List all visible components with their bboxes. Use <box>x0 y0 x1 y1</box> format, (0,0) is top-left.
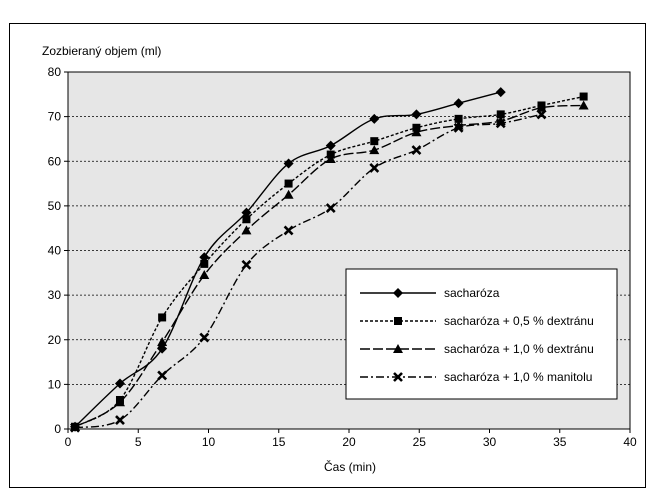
legend-marker <box>393 288 403 298</box>
marker-stroke <box>411 145 422 156</box>
x-tick-label: 30 <box>483 435 497 449</box>
data-point <box>369 163 380 173</box>
x-tick-label: 0 <box>65 435 72 449</box>
data-point <box>114 397 125 407</box>
data-point <box>495 87 506 98</box>
data-point <box>157 336 168 346</box>
x-tick-label: 40 <box>623 435 637 449</box>
legend-marker <box>394 317 402 325</box>
series-line <box>74 113 542 429</box>
data-point <box>199 252 210 263</box>
marker-stroke <box>199 332 210 343</box>
legend-label: sacharóza + 1,0 % manitolu <box>444 370 592 384</box>
data-point <box>283 158 294 169</box>
x-tick-label: 15 <box>272 435 286 449</box>
data-point <box>536 102 547 112</box>
data-point <box>241 225 252 235</box>
marker-stroke <box>325 203 336 214</box>
data-point <box>579 92 588 101</box>
y-tick-label: 0 <box>54 422 61 436</box>
data-point <box>536 109 547 120</box>
data-point <box>453 98 464 109</box>
y-tick-label: 10 <box>48 377 62 391</box>
x-axis-title: Čas (min) <box>324 459 376 474</box>
legend-label: sacharóza <box>444 286 500 300</box>
data-point <box>453 120 464 130</box>
series-line <box>74 91 501 428</box>
marker-stroke <box>369 163 380 173</box>
legend-marker <box>393 344 403 353</box>
y-axis-title: Zozbieraný objem (ml) <box>42 44 161 58</box>
y-tick-label: 30 <box>48 288 62 302</box>
data-point <box>325 203 336 214</box>
data-point <box>370 137 379 146</box>
data-point <box>158 313 167 322</box>
legend: sacharóza sacharóza + 0,5 % dextránu sacha… <box>345 268 618 400</box>
data-point <box>411 127 422 137</box>
data-point <box>114 378 125 389</box>
data-point <box>369 113 380 124</box>
data-point <box>241 207 252 218</box>
marker-stroke <box>495 118 506 129</box>
legend-label: sacharóza + 1,0 % dextránu <box>444 342 594 356</box>
data-point <box>411 145 422 156</box>
data-point <box>157 370 168 381</box>
y-tick-label: 80 <box>48 65 62 79</box>
data-point <box>242 215 251 224</box>
y-tick-label: 70 <box>48 110 62 124</box>
marker-stroke <box>241 259 252 270</box>
legend-box <box>345 268 618 400</box>
legend-marker <box>393 372 403 382</box>
x-tick-label: 10 <box>202 435 216 449</box>
data-point <box>115 415 125 425</box>
x-tick-label: 35 <box>553 435 567 449</box>
y-tick-label: 50 <box>48 199 62 213</box>
data-point <box>283 225 294 236</box>
data-point <box>200 259 209 268</box>
data-point <box>454 114 463 123</box>
data-point <box>241 259 252 270</box>
data-point <box>70 422 80 433</box>
data-point <box>325 154 336 164</box>
data-point <box>453 122 464 133</box>
y-tick-label: 40 <box>48 244 62 258</box>
marker-stroke <box>115 415 125 425</box>
data-point <box>411 109 422 120</box>
x-tick-label: 20 <box>342 435 356 449</box>
marker-stroke <box>536 109 547 120</box>
marker-stroke <box>393 372 403 382</box>
y-tick-label: 60 <box>48 154 62 168</box>
data-point <box>199 332 210 343</box>
x-tick-label: 5 <box>135 435 142 449</box>
x-tick-label: 25 <box>413 435 427 449</box>
data-point <box>199 270 210 280</box>
series-layer <box>70 87 589 433</box>
data-point <box>325 140 336 151</box>
data-point <box>283 189 294 199</box>
legend-label: sacharóza + 0,5 % dextránu <box>444 314 594 328</box>
series-4 <box>70 109 547 433</box>
data-point <box>284 179 293 188</box>
axes: 0 10 20 30 40 50 60 70 80 0 5 10 15 20 25 30 35 40 <box>48 65 637 449</box>
y-tick-label: 20 <box>48 333 62 347</box>
data-point <box>578 100 589 110</box>
marker-stroke <box>70 422 80 433</box>
marker-stroke <box>283 225 294 236</box>
data-point <box>496 110 505 119</box>
data-point <box>495 118 506 129</box>
data-point <box>369 145 380 155</box>
marker-stroke <box>157 370 168 381</box>
marker-stroke <box>453 122 464 133</box>
